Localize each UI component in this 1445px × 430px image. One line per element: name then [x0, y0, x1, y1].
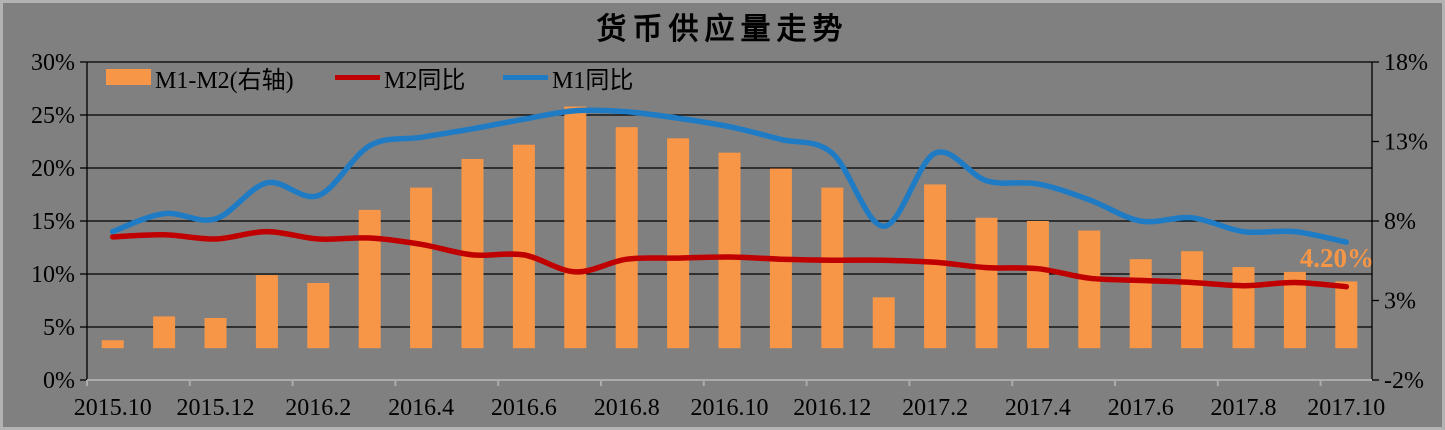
- legend-label-m1-yoy: M1同比: [552, 67, 634, 94]
- bar-m1-m2: [255, 275, 278, 349]
- x-axis-label: 2016.8: [594, 395, 660, 421]
- x-axis-label: 2016.6: [491, 395, 557, 421]
- legend-item-m1-m2[interactable]: M1-M2(右轴): [106, 63, 294, 94]
- y-axis-label-left: 30%: [31, 50, 75, 76]
- bar-m1-m2: [821, 187, 844, 349]
- bar-m1-m2: [1026, 221, 1049, 349]
- x-axis-label: 2017.8: [1211, 395, 1277, 421]
- x-axis-label: 2017.6: [1108, 395, 1174, 421]
- x-axis-label: 2016.12: [793, 395, 871, 421]
- bar-m1-m2: [410, 187, 433, 349]
- x-axis-label: 2016.10: [691, 395, 769, 421]
- bar-m1-m2: [1129, 259, 1152, 349]
- bar-m1-m2: [1078, 230, 1101, 349]
- bar-m1-m2: [615, 127, 638, 349]
- bar-m1-m2: [1283, 271, 1306, 349]
- bar-m1-m2: [924, 184, 947, 349]
- y-axis-label-left: 10%: [31, 262, 75, 288]
- x-axis-label: 2015.12: [177, 395, 255, 421]
- red-line-swatch-icon: [335, 74, 380, 80]
- bar-m1-m2: [101, 340, 124, 349]
- last-bar-data-label: 4.20%: [1299, 243, 1374, 273]
- y-axis-label-right: 18%: [1384, 50, 1428, 76]
- bar-m1-m2: [667, 138, 690, 349]
- legend-label-m2-yoy: M2同比: [384, 67, 466, 94]
- y-axis-label-right: -2%: [1384, 368, 1424, 394]
- legend-item-m1-yoy[interactable]: M1同比: [503, 63, 633, 94]
- y-axis-label-right: 13%: [1384, 130, 1428, 156]
- x-axis-label: 2017.10: [1307, 395, 1385, 421]
- bar-m1-m2: [358, 209, 381, 349]
- bar-m1-m2: [872, 297, 895, 349]
- x-axis-label: 2016.2: [285, 395, 351, 421]
- y-axis-label-left: 25%: [31, 103, 75, 129]
- y-axis-label-left: 0%: [43, 368, 75, 394]
- bar-m1-m2: [204, 317, 227, 349]
- bar-m1-m2: [1232, 267, 1255, 349]
- m2-yoy-line: [109, 228, 1350, 290]
- x-axis-label: 2017.4: [1005, 395, 1071, 421]
- m1-yoy-line: [109, 107, 1350, 245]
- blue-line-swatch-icon: [503, 74, 548, 80]
- y-axis-label-left: 5%: [43, 315, 75, 341]
- bar-m1-m2: [975, 217, 998, 349]
- legend-item-m2-yoy[interactable]: M2同比: [335, 63, 465, 94]
- bar-m1-m2: [307, 283, 330, 349]
- bar-swatch-icon: [106, 69, 151, 85]
- y-axis-label-left: 15%: [31, 209, 75, 235]
- y-axis-label-right: 3%: [1384, 289, 1416, 315]
- bar-m1-m2: [718, 152, 741, 349]
- bar-m1-m2: [1181, 251, 1204, 349]
- bar-m1-m2: [1335, 281, 1358, 349]
- chart-title: 货币供应量走势: [596, 13, 849, 46]
- y-axis-label-right: 8%: [1384, 209, 1416, 235]
- bar-m1-m2: [512, 144, 535, 349]
- x-axis-label: 2015.10: [74, 395, 152, 421]
- bar-m1-m2: [564, 106, 587, 349]
- x-axis-label: 2016.4: [388, 395, 454, 421]
- legend-label-m1-m2: M1-M2(右轴): [155, 67, 294, 94]
- y-axis-label-left: 20%: [31, 156, 75, 182]
- bar-m1-m2: [153, 316, 176, 349]
- x-axis-label: 2017.2: [902, 395, 968, 421]
